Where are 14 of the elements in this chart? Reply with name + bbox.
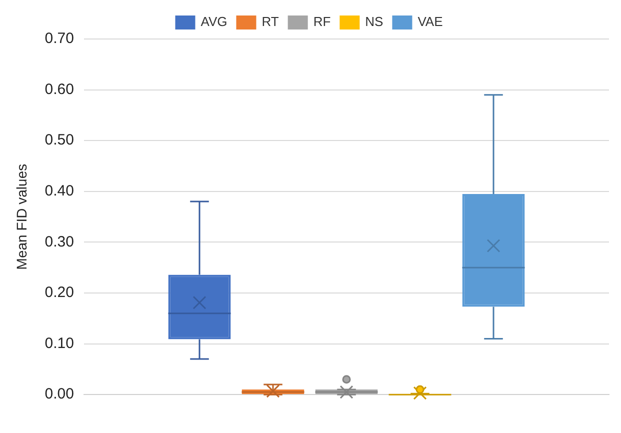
y-tick-label: 0.30 (44, 233, 74, 250)
y-tick-label: 0.70 (44, 30, 74, 48)
legend-label: NS (365, 14, 384, 30)
y-tick-label: 0.60 (44, 80, 74, 98)
y-axis-title: Mean FID values (13, 164, 30, 270)
legend-label: RF (313, 14, 331, 30)
y-tick-label: 0.20 (44, 284, 74, 302)
y-tick-label: 0.10 (44, 334, 74, 352)
legend-label: AVG (200, 14, 228, 30)
y-tick-label: 0.40 (44, 182, 74, 200)
legend-label: VAE (418, 14, 444, 30)
y-tick-label: 0.00 (44, 386, 74, 403)
legend-label: RT (262, 14, 279, 30)
y-tick-label: 0.50 (44, 132, 74, 149)
